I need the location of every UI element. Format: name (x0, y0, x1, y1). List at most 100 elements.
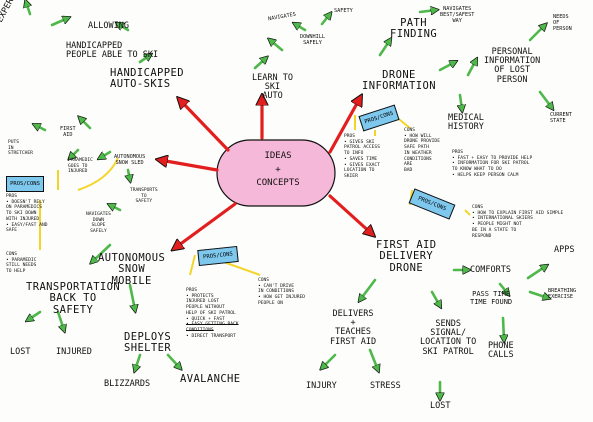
medical-pros-item: • Fast + Easy To Provide Help (452, 155, 533, 161)
personal-line1: Personal (491, 47, 533, 57)
paramedic-line1: Paramedic (68, 158, 93, 163)
handicapped-ski-line1: Handicapped (110, 67, 184, 79)
center-line2: + (275, 164, 281, 175)
safety-label: Safety (334, 8, 353, 14)
autonomous-sled-node: Autonomous Snow Sled (114, 154, 145, 166)
sled-pros-title: Pros (6, 194, 18, 199)
transports-safety-label: Transports To Safety (130, 188, 158, 205)
drone-cons-item: Conditions (404, 156, 432, 162)
puts-line1: Puts (8, 140, 20, 145)
handicapped-people-label: Handicapped People able to ski (66, 41, 158, 60)
fa-cons-item: Be In A State To (472, 227, 517, 233)
pass-line1: Pass Time (472, 290, 511, 298)
learn-line2: Ski (264, 82, 281, 93)
mobile-pros-title: Pros (186, 288, 198, 293)
breathing-line1: Breathing (548, 288, 577, 294)
center-title: Ideas + Concepts (238, 150, 318, 191)
personal-line4: Person (496, 74, 528, 85)
path-finding-label: Path Finding (390, 17, 437, 41)
needs-line1: Needs (553, 14, 569, 20)
drone-info-node: Drone Information (362, 69, 436, 93)
drone-cons-item: Safe Path (404, 145, 429, 151)
drone-pros-item: To Info (344, 151, 364, 157)
fa-cons-item: • People Might Not (472, 222, 522, 228)
sled-cons-item: • Paramedic (6, 257, 37, 263)
down-line2: Down (92, 217, 104, 223)
drone-cons-item: Are (404, 162, 413, 168)
signal-line4: Ski Patrol (422, 346, 474, 357)
sends-signal-label: Sends Signal/ Location to Ski Patrol (420, 319, 476, 357)
handicapped-ski-line2: Auto-Skis (110, 78, 171, 91)
mobile-pros-item: • Easy Getting Back (186, 322, 239, 328)
navigates-best-label: Navigates Best/Safest Way (440, 6, 474, 25)
mobile-line1: Autonomous (98, 252, 166, 264)
path-line1: Path (400, 17, 427, 29)
mobile-pros-item: • Protects (186, 293, 214, 299)
current-line2: State (550, 118, 566, 125)
medical-pros-item: To Know What To Do (452, 167, 502, 173)
transportation-line3: Safety (52, 303, 94, 316)
down-line1: Navigates (86, 212, 111, 217)
phone-line1: Phone (488, 341, 514, 351)
mobile-cons-title: Cons (258, 278, 270, 283)
personal-info-label: Personal Information of Lost Person (484, 47, 540, 85)
mobile-pros-item: Injured Lost (186, 299, 220, 305)
personal-line3: of Lost (494, 65, 531, 76)
blizzards-label: Blizzards (104, 379, 151, 389)
medical-pros-item: • Helps Keep Person Calm (452, 172, 519, 178)
drone-cons-item: • How Will (404, 133, 432, 139)
main-arrows (160, 98, 372, 248)
first-aid-line1: First (60, 126, 76, 132)
best-line3: Way (452, 18, 462, 25)
delivers-line1: Delivers (332, 309, 374, 319)
paramedic-line2: Goes To (68, 163, 88, 169)
downhill-line2: Safely (303, 40, 322, 47)
best-line1: Navigates (443, 6, 472, 12)
drone-pros-item: • Gives Exact (344, 162, 380, 168)
medical-line1: Medical (448, 113, 484, 123)
delivers-line3: Teaches (335, 327, 371, 338)
mobile-cons-item: • How Get Injured (258, 295, 306, 301)
injury-label: Injury (306, 381, 337, 391)
lost-left-label: Lost (10, 347, 31, 357)
first-aid-line2: Aid (63, 132, 73, 139)
medical-pros-list: Pros • Fast + Easy To Provide Help • Inf… (452, 150, 532, 179)
sled-cons-item: Still Needs (6, 263, 37, 269)
allowing-label: Allowing (88, 21, 129, 31)
drone-pros-item: Skier (344, 174, 358, 180)
drone-info-line2: Information (362, 80, 436, 93)
current-state-label: Current State (550, 112, 572, 124)
sled-pros-item: With Injured (6, 216, 40, 222)
injured-left-label: Injured (56, 347, 92, 357)
transports-line1: Transports (130, 188, 158, 193)
sled-cons-list: Cons • Paramedic Still Needs To Help (6, 252, 36, 275)
drone-pros-item: Location To (344, 168, 375, 174)
delivers-line2: + (350, 318, 356, 329)
mobile-pros-item: Help Of Ski Patrol (186, 310, 236, 316)
transportation-line2: Back to (49, 292, 97, 305)
comforts-label: Comforts (470, 265, 511, 275)
mobile-line2: Snow (118, 263, 146, 276)
sled-cons-item: To Help (6, 269, 26, 275)
sled-pros-item: Safe (6, 228, 18, 234)
first-aid-drone-node: First Aid Delivery Drone (376, 239, 437, 274)
mobile-pros-item: Conditions (186, 328, 214, 334)
puts-line2: In (8, 145, 14, 151)
puts-stretcher-label: Puts In Stretcher (8, 140, 33, 157)
first-aid-label: First Aid (60, 126, 76, 138)
signal-line1: Sends (435, 319, 461, 329)
mobile-cons-list: Cons • Can't Drive In Conditions • How G… (258, 278, 305, 307)
transportation-line1: Transportation (26, 281, 121, 293)
sled-pros-cons-box: Pros/Cons (6, 176, 44, 192)
transports-line2: To (141, 193, 147, 199)
fad-line1: First Aid (376, 239, 437, 251)
mobile-pros-item: • Quick + Fast (186, 316, 225, 322)
best-line2: Best/Safest (440, 12, 475, 19)
pass-line2: Time Found (470, 298, 513, 307)
medical-pros-title: Pros (452, 150, 464, 155)
center-bubble (216, 139, 336, 207)
breathing-label: Breathing Exercise (548, 288, 576, 300)
sub-arrows (26, 2, 552, 398)
navigates-down-label: Navigates Down Slope Safely (86, 212, 111, 235)
